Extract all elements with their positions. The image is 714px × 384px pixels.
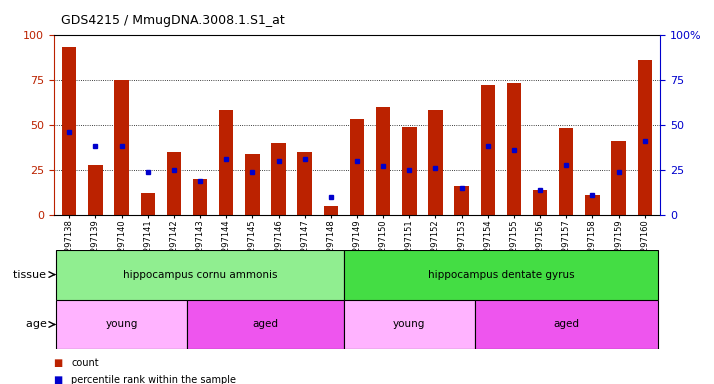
- Bar: [559, 128, 573, 215]
- Bar: [141, 194, 155, 215]
- Text: young: young: [393, 319, 426, 329]
- Bar: [114, 80, 129, 215]
- Bar: [271, 143, 286, 215]
- Text: ■: ■: [54, 375, 66, 384]
- Bar: [402, 127, 416, 215]
- Text: ■: ■: [54, 358, 66, 368]
- Text: hippocampus cornu ammonis: hippocampus cornu ammonis: [123, 270, 277, 280]
- Text: GDS4215 / MmugDNA.3008.1.S1_at: GDS4215 / MmugDNA.3008.1.S1_at: [61, 14, 284, 27]
- Bar: [56, 250, 344, 300]
- Bar: [350, 119, 364, 215]
- Bar: [428, 110, 443, 215]
- Text: tissue: tissue: [14, 270, 50, 280]
- Bar: [611, 141, 625, 215]
- Bar: [187, 300, 344, 349]
- Bar: [219, 110, 233, 215]
- Text: hippocampus dentate gyrus: hippocampus dentate gyrus: [428, 270, 574, 280]
- Bar: [475, 300, 658, 349]
- Bar: [585, 195, 600, 215]
- Bar: [193, 179, 207, 215]
- Text: age: age: [26, 319, 50, 329]
- Text: young: young: [106, 319, 138, 329]
- Bar: [323, 206, 338, 215]
- Bar: [245, 154, 260, 215]
- Bar: [298, 152, 312, 215]
- Bar: [507, 83, 521, 215]
- Bar: [376, 107, 391, 215]
- Bar: [56, 300, 187, 349]
- Bar: [89, 164, 103, 215]
- Bar: [638, 60, 652, 215]
- Text: aged: aged: [553, 319, 579, 329]
- Bar: [454, 186, 469, 215]
- Text: percentile rank within the sample: percentile rank within the sample: [71, 375, 236, 384]
- Bar: [166, 152, 181, 215]
- Text: aged: aged: [253, 319, 278, 329]
- Bar: [62, 47, 76, 215]
- Bar: [481, 85, 495, 215]
- Bar: [344, 250, 658, 300]
- Text: count: count: [71, 358, 99, 368]
- Bar: [533, 190, 548, 215]
- Bar: [344, 300, 475, 349]
